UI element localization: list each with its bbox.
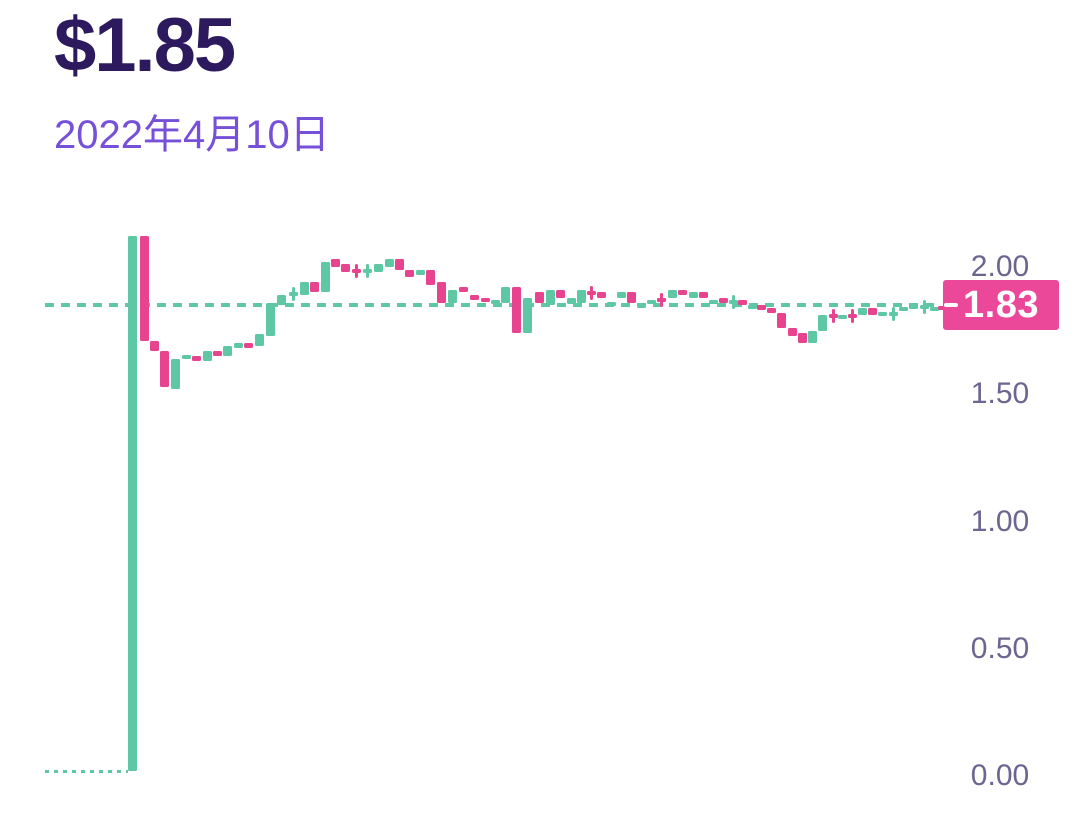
candle-down — [868, 307, 877, 316]
candle-down — [678, 289, 687, 295]
candle-up — [128, 236, 137, 771]
candle-up — [748, 304, 757, 309]
candle-up — [709, 299, 718, 304]
candle-up — [171, 358, 180, 390]
candle-up — [889, 312, 898, 317]
candle-down — [798, 333, 807, 344]
candle-down — [657, 298, 666, 303]
candle-down — [627, 292, 636, 303]
candle-down — [459, 287, 468, 293]
candle-up — [607, 302, 616, 307]
candle-up — [523, 297, 532, 334]
candle-up — [182, 354, 191, 359]
candle-down — [192, 356, 201, 362]
candle-down — [213, 350, 222, 357]
candle-up — [374, 264, 383, 273]
y-axis-label: 0.00 — [970, 759, 1030, 792]
candle-up — [689, 292, 698, 298]
candle-up — [637, 303, 646, 308]
candle-down — [426, 269, 435, 285]
y-axis-label: 2.00 — [970, 250, 1030, 283]
candle-up — [909, 305, 918, 310]
candle-down — [719, 297, 728, 303]
candle-down — [352, 269, 361, 274]
candle-up — [277, 294, 286, 306]
candle-down — [244, 343, 253, 349]
candle-down — [140, 236, 149, 341]
candle-down — [341, 264, 350, 273]
candle-down — [788, 328, 797, 336]
candle-up — [920, 304, 929, 309]
candle-down — [757, 305, 766, 311]
candle-down — [535, 292, 544, 303]
candle-down — [470, 294, 479, 301]
candle-down — [512, 287, 521, 334]
candle-up — [300, 282, 309, 295]
candle-up — [203, 350, 212, 362]
candle-down — [310, 282, 319, 293]
candle-down — [150, 340, 159, 351]
candle-down — [587, 291, 596, 296]
candle-up — [234, 343, 243, 349]
candle-up — [501, 287, 510, 303]
candle-down — [437, 282, 446, 303]
current-price-badge: 1.83 — [943, 280, 1059, 331]
candle-up — [448, 289, 457, 303]
y-axis-label: 1.50 — [970, 377, 1030, 411]
candle-up — [838, 314, 847, 319]
candle-down — [481, 297, 490, 302]
candle-down — [405, 269, 414, 278]
candle-up — [808, 330, 817, 344]
candle-up — [289, 292, 298, 297]
candle-up — [818, 315, 827, 331]
candle-up — [546, 289, 555, 306]
candle-down — [331, 259, 340, 267]
candle-up — [491, 300, 500, 305]
candle-up — [878, 312, 887, 317]
candle-up — [647, 299, 656, 304]
open-price-line — [45, 769, 128, 773]
current-price-heading: $1.85 — [54, 3, 236, 88]
current-price-line — [45, 303, 941, 308]
candle-down — [699, 292, 708, 298]
candle-up — [567, 297, 576, 304]
candle-down — [938, 306, 947, 311]
candle-up — [416, 269, 425, 275]
candle-down — [395, 259, 404, 270]
candle-up — [899, 307, 908, 312]
candle-up — [577, 289, 586, 303]
y-axis-label: 1.00 — [970, 504, 1030, 538]
candle-up — [266, 302, 275, 336]
price-date: 2022年4月10日 — [54, 113, 330, 157]
candle-up — [930, 307, 939, 312]
candle-up — [858, 307, 867, 316]
candle-down — [767, 307, 776, 313]
candle-down — [848, 313, 857, 318]
candle-up — [223, 345, 232, 357]
candle-down — [597, 292, 606, 298]
candle-up — [617, 292, 626, 298]
candle-up — [363, 269, 372, 274]
candle-down — [777, 312, 786, 329]
candle-up — [729, 299, 738, 304]
y-axis-label: 0.50 — [970, 631, 1030, 665]
price-line-badge-tick — [944, 303, 958, 308]
candle-up — [385, 259, 394, 267]
candle-down — [738, 300, 747, 306]
candle-up — [668, 289, 677, 298]
candle-up — [321, 261, 330, 293]
candle-down — [556, 289, 565, 298]
candle-down — [829, 314, 838, 319]
candle-up — [255, 334, 264, 346]
candle-down — [160, 350, 169, 387]
